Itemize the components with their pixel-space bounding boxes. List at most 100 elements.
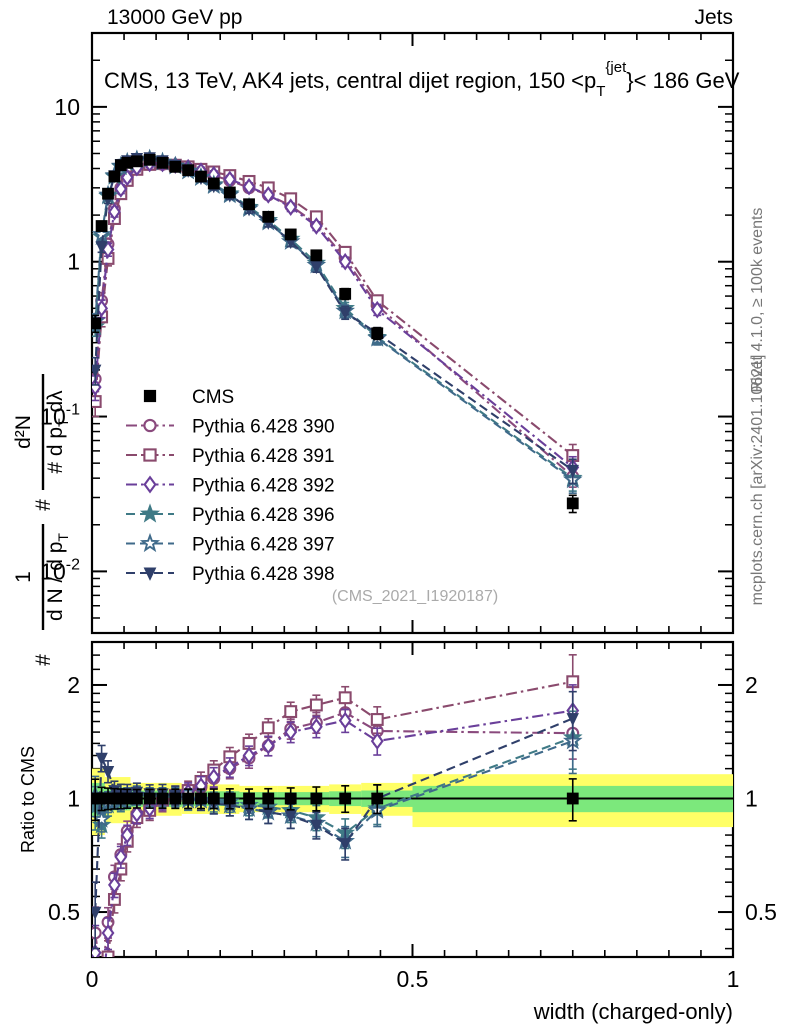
data-marker: [243, 792, 255, 805]
x-axis-label: width (charged-only): [533, 999, 733, 1024]
data-marker: [182, 164, 195, 177]
data-marker: [284, 228, 297, 241]
legend-label: Pythia 6.428 392: [192, 476, 335, 497]
legend-label: Pythia 6.428 390: [192, 417, 335, 438]
legend-entry[interactable]: Pythia 6.428 391: [126, 446, 335, 467]
data-marker: [143, 153, 156, 166]
x-tick-label: 1: [727, 966, 740, 992]
data-marker: [143, 448, 157, 462]
data-marker: [143, 418, 157, 433]
data-marker: [338, 711, 352, 730]
data-marker: [309, 217, 323, 235]
ratio-y-axis-label: Ratio to CMS: [18, 746, 38, 853]
data-marker: [242, 177, 256, 196]
data-marker: [195, 170, 207, 183]
data-marker: [95, 241, 108, 255]
data-marker: [243, 198, 255, 211]
series-cms: [92, 153, 579, 514]
data-marker: [207, 177, 220, 190]
data-marker: [101, 766, 115, 780]
data-marker: [130, 155, 143, 168]
data-marker: [143, 792, 156, 805]
data-marker: [169, 792, 182, 805]
data-marker: [92, 364, 102, 378]
data-marker: [120, 168, 134, 187]
x-tick-label: 0: [86, 966, 99, 992]
data-marker: [284, 723, 298, 741]
data-marker: [195, 792, 207, 805]
data-marker: [101, 924, 115, 942]
svg-text:10-1: 10-1: [40, 402, 80, 430]
header-beam-label: 13000 GeV pp: [107, 6, 242, 29]
data-marker: [262, 792, 275, 805]
data-marker: [339, 287, 352, 300]
svg-text:Ratio to CMS: Ratio to CMS: [18, 746, 38, 853]
data-marker: [371, 792, 384, 805]
series-pythia-6-428-392: [92, 684, 580, 957]
analysis-id-watermark: (CMS_2021_I1920187): [332, 588, 498, 605]
data-marker: [566, 713, 579, 727]
data-marker: [339, 838, 352, 852]
data-marker: [370, 732, 384, 750]
x-tick-label: 0.5: [397, 966, 429, 992]
series-line: [94, 162, 574, 457]
data-marker: [108, 203, 121, 221]
data-marker: [130, 805, 144, 823]
data-marker: [309, 698, 323, 712]
data-marker: [223, 792, 236, 805]
legend-entry[interactable]: Pythia 6.428 396: [126, 503, 335, 526]
ratio-y-tick-label-right: 0.5: [745, 899, 777, 925]
data-marker: [143, 475, 157, 494]
svg-text:10: 10: [54, 94, 80, 120]
data-marker: [207, 792, 220, 805]
data-marker: [95, 752, 108, 766]
data-marker: [261, 721, 275, 735]
data-marker: [156, 156, 169, 169]
data-marker: [339, 792, 352, 805]
series-pythia-6-428-397: [92, 148, 583, 494]
data-marker: [92, 809, 112, 828]
data-marker: [261, 186, 275, 204]
main-data-layer: [92, 148, 583, 514]
data-marker: [309, 717, 323, 736]
series-line: [94, 717, 574, 913]
legend-label: Pythia 6.428 396: [192, 505, 335, 526]
data-marker: [101, 950, 115, 957]
svg-text:# d pT dλ: # d pT dλ: [44, 390, 71, 474]
main-panel-frame: [90, 31, 735, 635]
data-marker: [284, 198, 298, 216]
data-marker: [102, 187, 114, 200]
svg-text:CMS, 13 TeV, AK4 jets, central: CMS, 13 TeV, AK4 jets, central dijet reg…: [104, 59, 740, 100]
svg-text:#: #: [32, 499, 55, 511]
data-marker: [130, 792, 143, 805]
svg-text:1: 1: [67, 249, 80, 275]
legend-label: Pythia 6.428 391: [192, 446, 335, 467]
legend-entry[interactable]: Pythia 6.428 390: [126, 417, 335, 438]
data-marker: [92, 906, 102, 920]
legend-entry[interactable]: Pythia 6.428 392: [126, 475, 335, 497]
series-line: [94, 711, 573, 957]
y-tick-label: 1: [67, 249, 80, 275]
data-marker: [371, 327, 384, 340]
svg-text:1: 1: [12, 571, 35, 583]
data-marker: [95, 220, 108, 232]
data-marker: [143, 389, 157, 403]
series-pythia-6-428-390: [92, 701, 580, 957]
legend-entry[interactable]: Pythia 6.428 397: [126, 532, 335, 556]
legend-label: Pythia 6.428 397: [192, 535, 335, 556]
header-analysis-label: Jets: [694, 6, 733, 29]
series-line: [94, 162, 574, 469]
svg-text:#: #: [32, 654, 55, 666]
ratio-y-tick-label-right: 1: [745, 786, 758, 812]
series-pythia-6-428-390: [92, 157, 580, 488]
data-marker: [370, 300, 384, 319]
data-marker: [114, 180, 128, 198]
data-marker: [169, 160, 182, 173]
svg-text:d N / d pT: d N / d pT: [44, 533, 71, 621]
legend-entry[interactable]: CMS: [143, 387, 234, 408]
data-marker: [108, 170, 121, 183]
legend-entry[interactable]: Pythia 6.428 398: [126, 564, 335, 585]
series-line: [94, 163, 574, 478]
